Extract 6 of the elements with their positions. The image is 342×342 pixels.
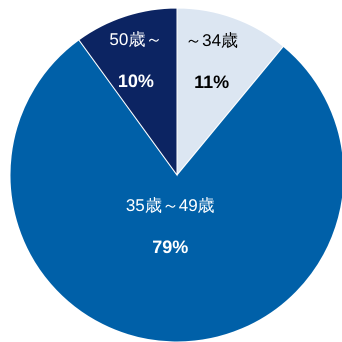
slice-label: 50歳～ [109,30,162,49]
data-label: 10% [118,70,154,91]
data-label: 11% [194,72,230,92]
slice-label: ～34歳 [185,31,238,50]
slice-label: 35歳～49歳 [126,196,215,216]
data-label: 79% [152,237,188,258]
